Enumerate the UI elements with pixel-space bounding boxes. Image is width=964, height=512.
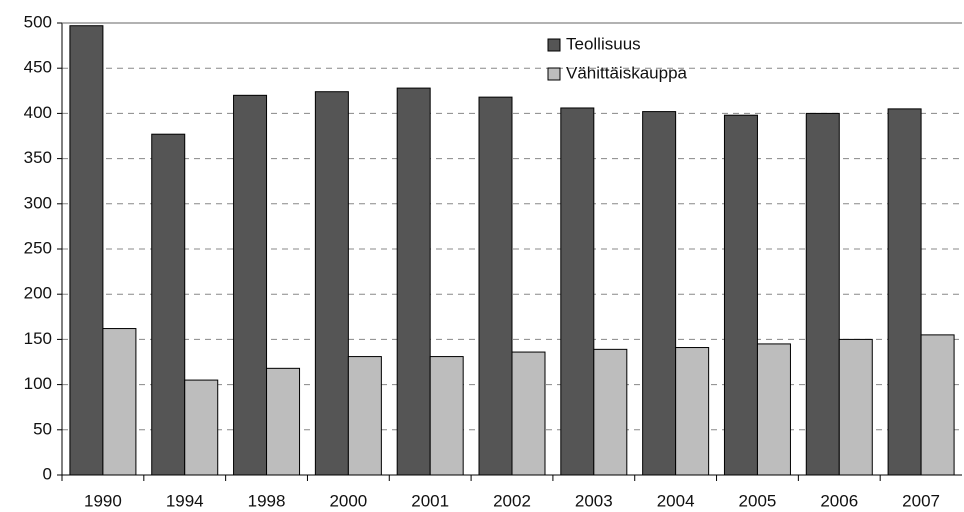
x-tick-label: 2001 xyxy=(411,491,449,510)
y-tick-label: 0 xyxy=(43,464,52,483)
legend-label: Vähittäiskauppa xyxy=(566,63,688,82)
bar xyxy=(560,107,595,476)
x-tick-label: 2006 xyxy=(820,491,858,510)
y-tick-label: 300 xyxy=(24,193,52,212)
bar xyxy=(723,114,758,476)
x-tick-label: 2003 xyxy=(575,491,613,510)
bar xyxy=(642,111,677,476)
bar xyxy=(887,108,922,476)
bar xyxy=(314,91,349,476)
x-tick-label: 1994 xyxy=(166,491,204,510)
y-tick-label: 400 xyxy=(24,103,52,122)
bar xyxy=(805,112,840,476)
x-tick-label: 2002 xyxy=(493,491,531,510)
y-tick-label: 150 xyxy=(24,329,52,348)
bar xyxy=(675,347,710,476)
bar xyxy=(593,348,628,476)
bar xyxy=(151,133,186,476)
y-tick-label: 100 xyxy=(24,374,52,393)
bar xyxy=(69,25,104,476)
x-tick-label: 1990 xyxy=(84,491,122,510)
x-tick-label: 2004 xyxy=(657,491,695,510)
bar xyxy=(756,343,791,476)
legend-swatch xyxy=(547,67,561,81)
bar xyxy=(429,356,464,476)
bar xyxy=(920,334,955,476)
bar xyxy=(233,94,268,476)
bar xyxy=(184,379,219,476)
y-tick-label: 200 xyxy=(24,284,52,303)
bar xyxy=(347,356,382,476)
y-tick-label: 350 xyxy=(24,148,52,167)
x-tick-label: 2000 xyxy=(329,491,367,510)
bar xyxy=(102,328,137,476)
bar xyxy=(266,367,301,476)
y-tick-label: 450 xyxy=(24,58,52,77)
bar xyxy=(396,87,431,476)
legend-swatch xyxy=(547,38,561,52)
x-tick-label: 1998 xyxy=(248,491,286,510)
bar xyxy=(478,96,513,476)
x-tick-label: 2007 xyxy=(902,491,940,510)
y-tick-label: 500 xyxy=(24,12,52,31)
x-tick-label: 2005 xyxy=(739,491,777,510)
legend-label: Teollisuus xyxy=(566,34,641,53)
bar xyxy=(511,351,546,476)
y-tick-label: 50 xyxy=(33,419,52,438)
bar xyxy=(838,338,873,476)
y-tick-label: 250 xyxy=(24,238,52,257)
